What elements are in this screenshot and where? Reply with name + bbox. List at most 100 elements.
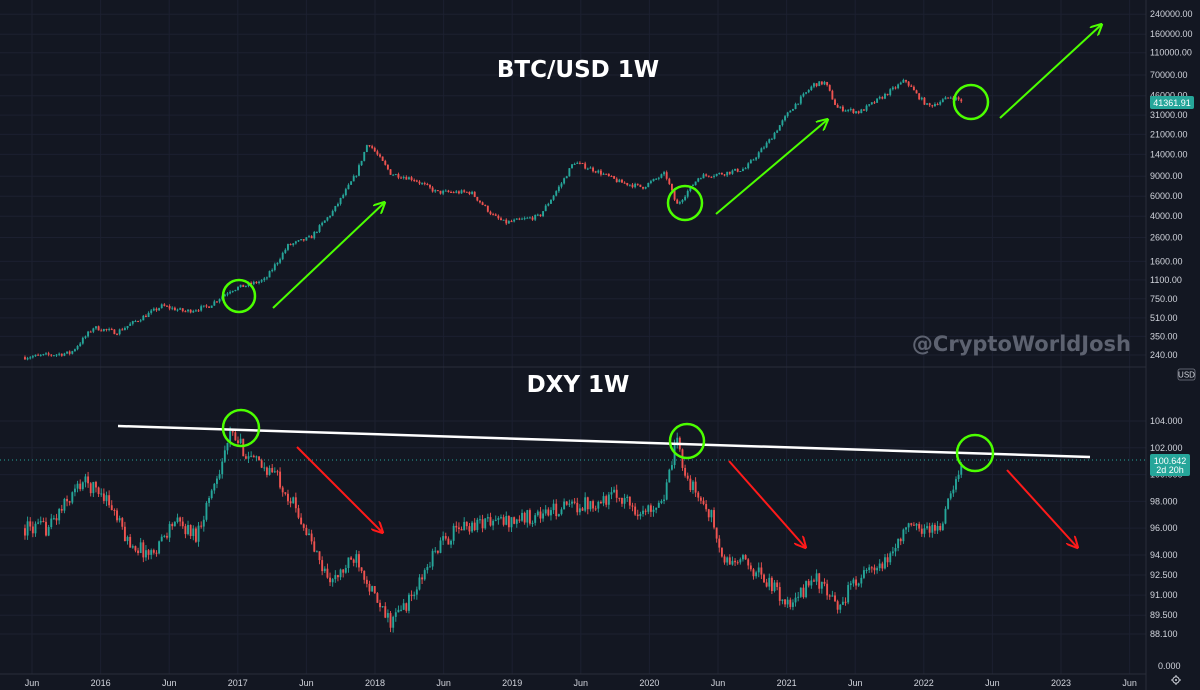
dxy-candles — [24, 426, 963, 633]
dxy-candle — [276, 469, 279, 476]
candle-body — [957, 97, 960, 100]
candle-body — [29, 521, 32, 527]
dxy-candle — [137, 547, 140, 556]
btc-candle — [134, 319, 137, 323]
btc-price-axis[interactable]: 240000.00 160000.00 110000.00 70000.00 46000… — [1150, 9, 1193, 360]
dxy-candle — [941, 521, 944, 532]
dxy-candle — [108, 490, 111, 508]
btc-candle — [179, 307, 182, 310]
candle-body — [865, 105, 868, 111]
btc-candle — [705, 173, 708, 177]
btc-candle — [500, 216, 502, 221]
candle-body — [791, 602, 794, 607]
dxy-candle — [126, 535, 129, 545]
dxy-candle — [702, 497, 705, 506]
candle-body — [24, 357, 26, 360]
candle-body — [313, 231, 316, 239]
btc-candle — [400, 176, 403, 179]
candle-body — [760, 148, 763, 153]
dxy-candle — [129, 534, 132, 548]
candle-body — [258, 281, 260, 284]
candle-body — [173, 307, 176, 311]
btc-candle — [436, 190, 439, 192]
candle-body — [563, 501, 566, 510]
candle-body — [484, 518, 487, 529]
candle-body — [594, 171, 597, 173]
candle-body — [434, 550, 437, 552]
candle-body — [350, 557, 353, 560]
dxy-candle — [505, 511, 508, 526]
candle-body — [831, 595, 834, 597]
candle-body — [68, 351, 71, 354]
candle-body — [676, 199, 679, 204]
btc-candle — [810, 85, 813, 91]
dxy-candle — [434, 547, 437, 554]
candle-body — [384, 606, 387, 618]
candle-body — [400, 609, 403, 611]
dxy-candle — [39, 516, 42, 525]
btc-candle — [563, 177, 566, 185]
dxy-candle — [297, 504, 300, 520]
candle-body — [581, 508, 584, 511]
candle-body — [884, 93, 886, 99]
candle-body — [468, 526, 471, 532]
candle-body — [802, 587, 805, 598]
candle-body — [668, 178, 671, 184]
btc-candle — [697, 177, 700, 183]
candle-body — [939, 525, 942, 530]
btc-candle — [168, 304, 171, 311]
dxy-candle — [502, 514, 505, 527]
candle-body — [815, 573, 818, 582]
dxy-candle — [907, 522, 910, 533]
dxy-arrow-down-1 — [296, 446, 382, 532]
candle-body — [426, 566, 429, 571]
dxy-candle — [831, 590, 834, 597]
btc-candle — [281, 251, 284, 261]
candle-body — [439, 190, 442, 194]
dxy-candle — [521, 509, 523, 522]
candle-body — [355, 175, 358, 177]
candle-body — [523, 218, 526, 220]
candle-body — [742, 555, 744, 560]
btc-candle — [350, 181, 353, 185]
candle-body — [765, 142, 768, 148]
gear-icon[interactable] — [1171, 675, 1181, 685]
candle-body — [652, 509, 655, 512]
dxy-candle — [218, 469, 221, 480]
dxy-candle — [815, 569, 818, 586]
dxy-candle — [752, 567, 755, 580]
candle-body — [150, 310, 153, 313]
currency-button[interactable]: USD — [1177, 368, 1196, 381]
dxy-candle — [615, 484, 618, 503]
btc-candle — [131, 320, 134, 326]
dxy-trendline[interactable] — [117, 424, 1091, 459]
dxy-candle — [50, 513, 53, 530]
candle-body — [836, 104, 839, 108]
btc-candle — [760, 147, 763, 153]
dxy-candle — [442, 531, 445, 545]
btc-candle — [618, 178, 621, 183]
btc-candle — [639, 184, 642, 188]
btc-candle — [410, 175, 413, 182]
dxy-candle — [781, 599, 784, 605]
candle-body — [920, 528, 923, 534]
dxy-candle — [418, 574, 421, 591]
candle-body — [584, 497, 587, 511]
candle-body — [192, 311, 195, 313]
dxy-candle — [339, 568, 342, 581]
candle-body — [142, 315, 145, 321]
time-axis[interactable]: Jun 2016 Jun 2017 Jun 2018 Jun 2019 Jun 2020 Jun 20… — [25, 678, 1137, 688]
dxy-candle — [573, 498, 576, 505]
candle-body — [471, 191, 474, 194]
btc-candle — [34, 354, 37, 357]
dxy-candle — [784, 598, 786, 608]
dxy-candle — [55, 513, 58, 525]
candle-body — [465, 521, 468, 527]
candle-body — [660, 174, 663, 178]
dxy-candle — [329, 572, 331, 586]
btc-candle — [468, 191, 471, 196]
candle-body — [897, 84, 900, 89]
dxy-candle — [528, 508, 531, 526]
candle-body — [770, 577, 773, 592]
